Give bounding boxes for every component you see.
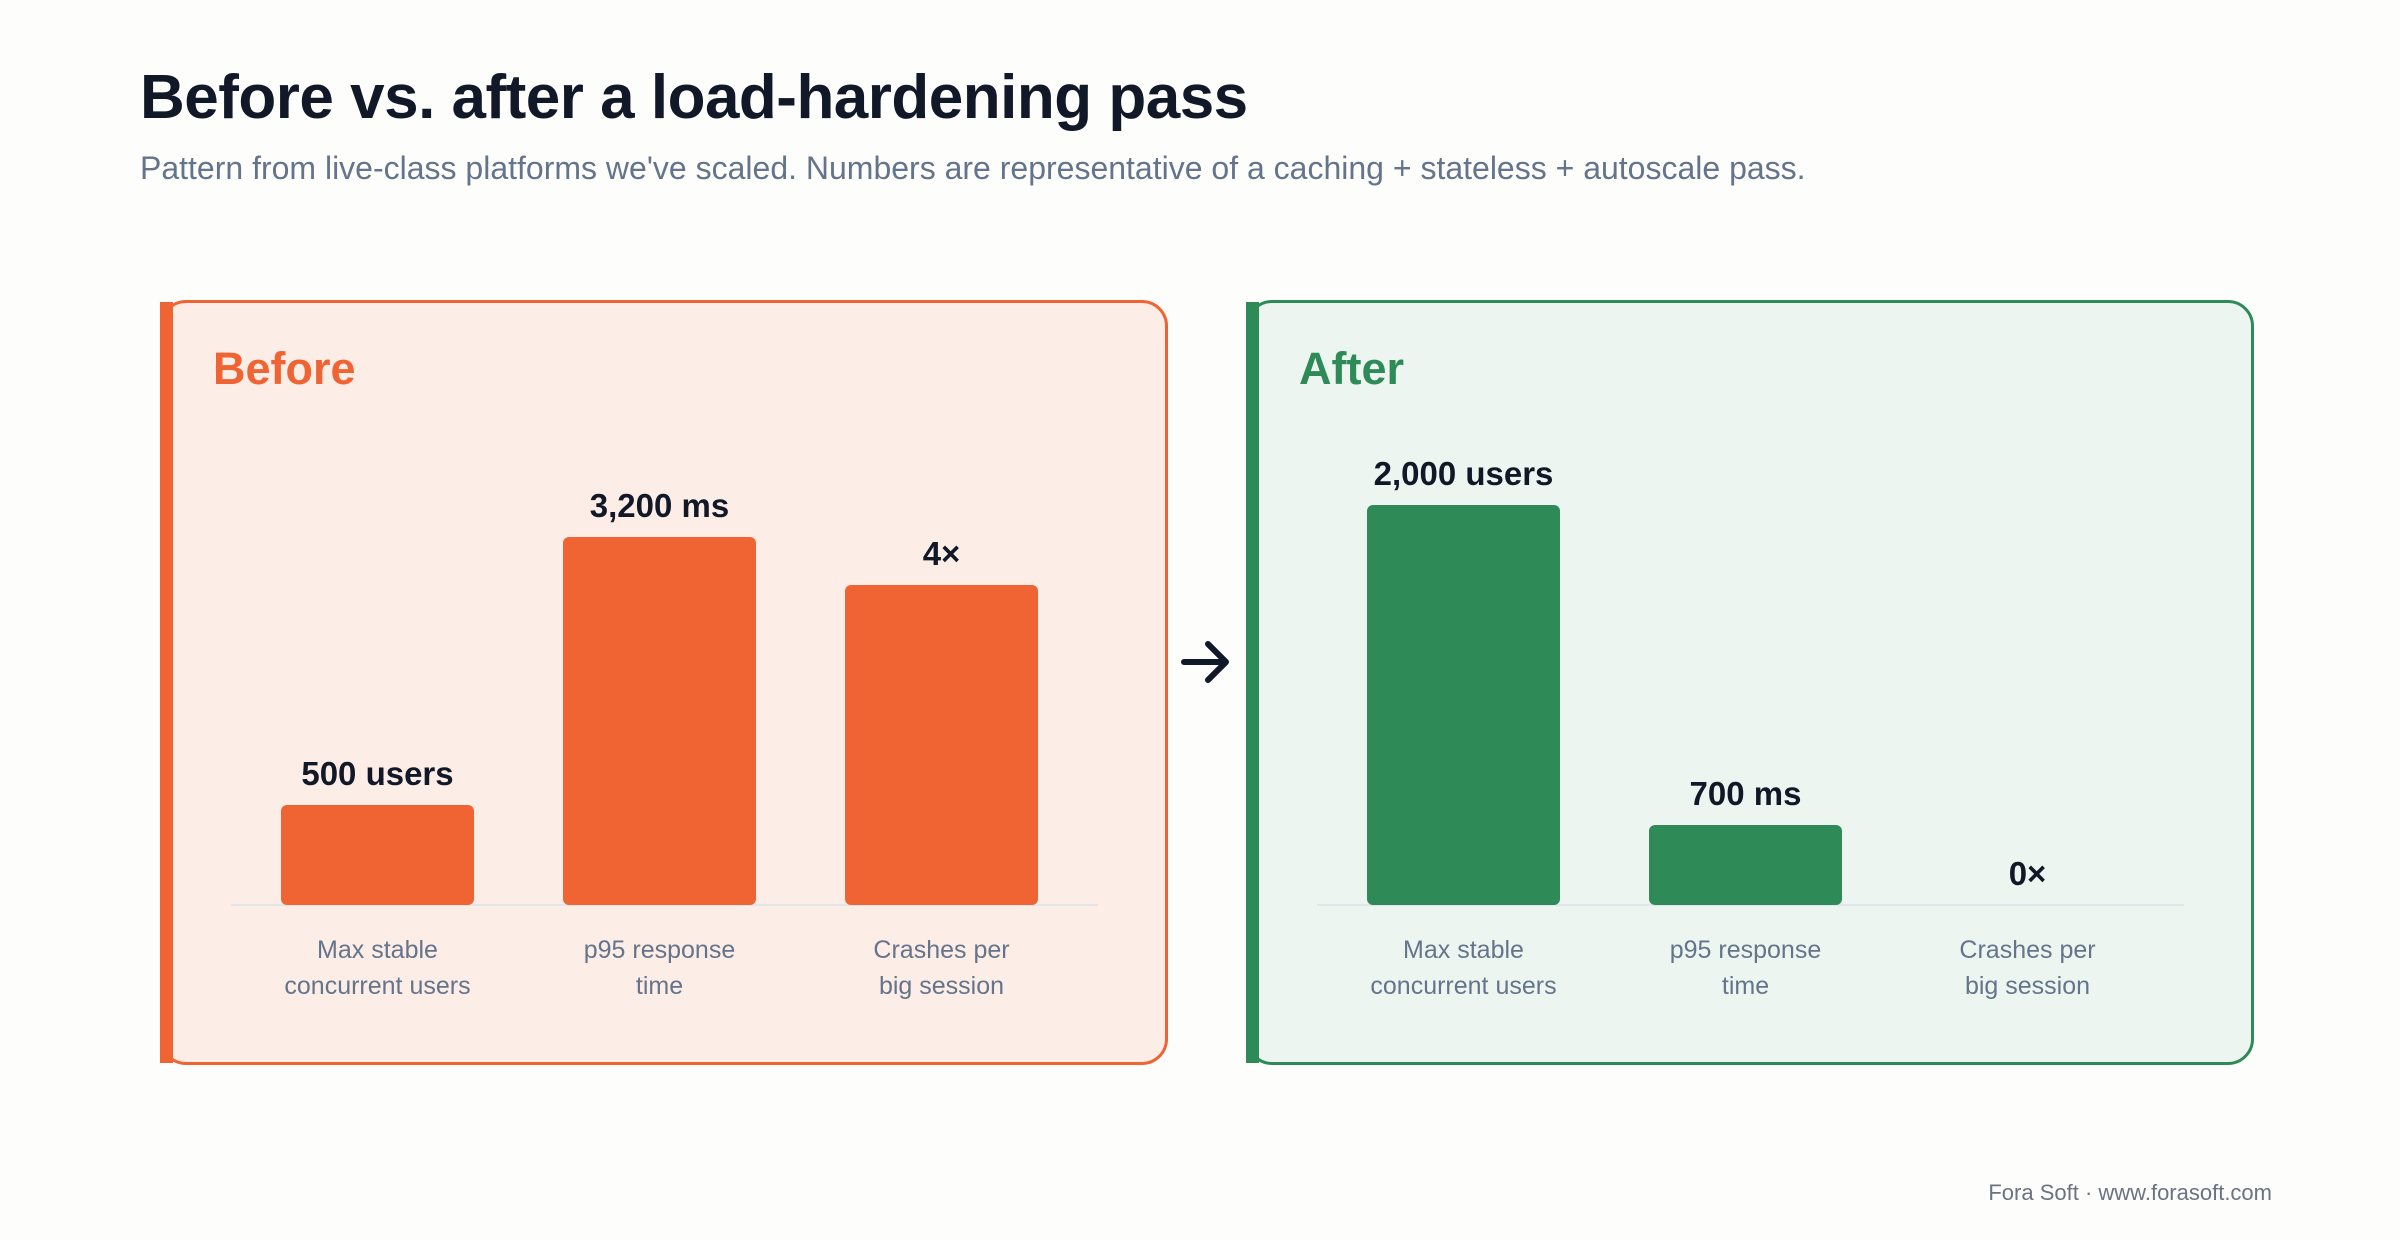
- after-bar-value-label: 0×: [2009, 855, 2047, 892]
- footer-credit: Fora Soft · www.forasoft.com: [1988, 1180, 2272, 1205]
- page-subtitle: Pattern from live-class platforms we've …: [140, 150, 1806, 186]
- after-accent-bar: [1246, 302, 1259, 1063]
- after-category-label: big session: [1965, 972, 2090, 1000]
- after-category-label: Max stable: [1403, 936, 1524, 964]
- before-bar-value-label: 4×: [923, 535, 961, 572]
- after-panel: After 2,000 users Max stable concurrent us…: [1246, 300, 2254, 1065]
- before-bar: [845, 585, 1038, 905]
- before-category-label: time: [636, 972, 683, 1000]
- before-bar: [281, 805, 474, 905]
- before-bar: [563, 537, 756, 905]
- after-bar-chart: 2,000 users Max stable concurrent users 700…: [1317, 455, 2184, 1000]
- page-title: Before vs. after a load-hardening pass: [140, 63, 1248, 132]
- after-panel-title: After: [1299, 343, 1405, 394]
- after-bar-value-label: 2,000 users: [1374, 455, 1554, 492]
- before-panel-title: Before: [213, 343, 356, 394]
- arrow-right-icon: [1181, 641, 1229, 683]
- before-category-label: concurrent users: [284, 972, 470, 1000]
- after-category-label: p95 response: [1670, 936, 1822, 964]
- after-category-label: Crashes per: [1959, 936, 2095, 964]
- before-bar-value-label: 500 users: [301, 755, 453, 792]
- before-category-label: p95 response: [584, 936, 736, 964]
- before-category-label: big session: [879, 972, 1004, 1000]
- before-category-label: Crashes per: [873, 936, 1009, 964]
- before-category-label: Max stable: [317, 936, 438, 964]
- before-panel: Before 500 users Max stable concurrent use…: [160, 300, 1168, 1065]
- after-bar: [1649, 825, 1842, 905]
- before-bar-chart: 500 users Max stable concurrent users 3,200…: [231, 487, 1098, 1000]
- before-accent-bar: [160, 302, 173, 1063]
- after-bar-value-label: 700 ms: [1690, 775, 1802, 812]
- after-category-label: concurrent users: [1370, 972, 1556, 1000]
- after-bar: [1367, 505, 1560, 905]
- before-bar-value-label: 3,200 ms: [590, 487, 729, 524]
- after-category-label: time: [1722, 972, 1769, 1000]
